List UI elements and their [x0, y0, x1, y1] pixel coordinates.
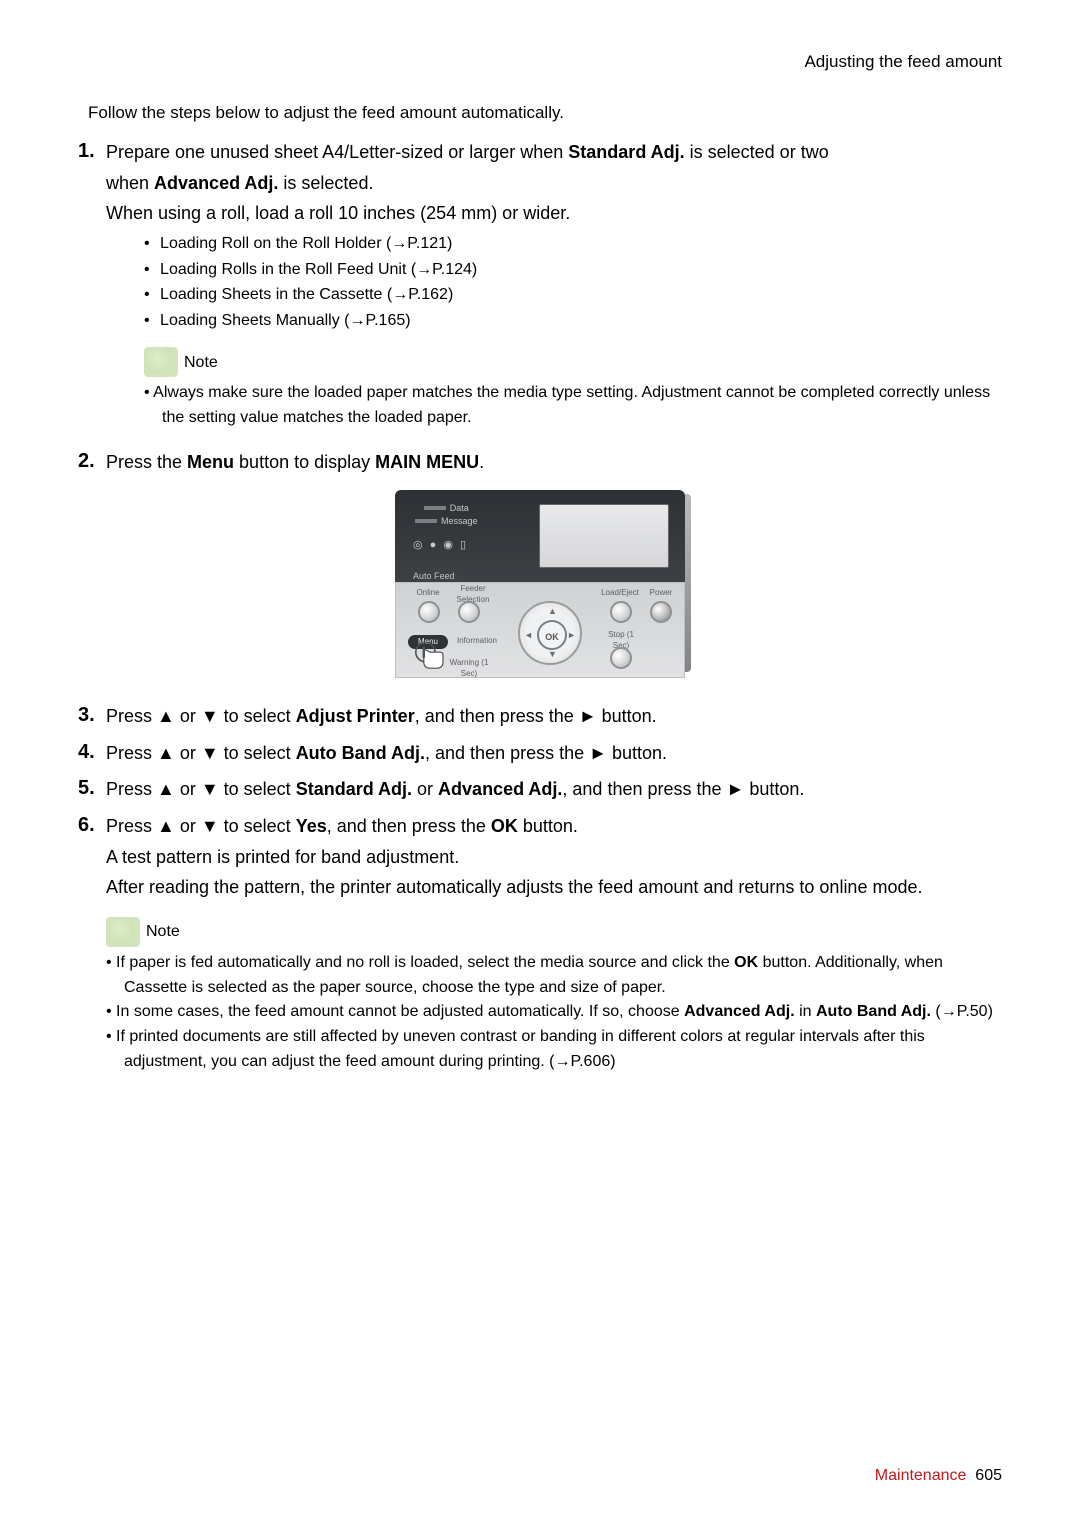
text: If paper is fed automatically and no rol… — [116, 954, 734, 971]
text: button to display — [234, 452, 375, 472]
control-panel: Data Message ◎ ● ◉ ▯ Auto Feed Online Fe… — [395, 490, 685, 678]
bold-text: Standard Adj. — [568, 142, 684, 162]
footer-page: 605 — [975, 1467, 1002, 1484]
feeder-button — [458, 601, 480, 623]
indicator-labels: Data Message — [415, 502, 478, 528]
panel-bottom: Online Feeder Selection Load/Eject Power… — [395, 582, 685, 678]
step-number: 5. — [78, 774, 106, 805]
step-3: 3. Press ▲ or ▼ to select Adjust Printer… — [78, 701, 1002, 732]
bold-text: Yes — [296, 816, 327, 836]
online-button — [418, 601, 440, 623]
label-info: Information — [452, 635, 502, 647]
text: Press ▲ or ▼ to select — [106, 743, 296, 763]
text: In some cases, the feed amount cannot be… — [116, 1003, 684, 1020]
text: Press the — [106, 452, 187, 472]
top-icons: ◎ ● ◉ ▯ — [413, 538, 468, 554]
control-panel-figure: Data Message ◎ ● ◉ ▯ Auto Feed Online Fe… — [78, 490, 1002, 686]
text: Prepare one unused sheet A4/Letter-sized… — [106, 142, 568, 162]
bold-text: Advanced Adj. — [154, 173, 278, 193]
bold-text: Advanced Adj. — [684, 1003, 795, 1020]
dpad: ▲ ▼ ◄ ► OK — [518, 601, 582, 665]
arrow-left-icon: ◄ — [524, 629, 533, 642]
bold-text: Advanced Adj. — [438, 779, 562, 799]
note-icon — [144, 347, 178, 377]
step-2: 2. Press the Menu button to display MAIN… — [78, 447, 1002, 478]
label-online: Online — [410, 587, 446, 599]
step-5: 5. Press ▲ or ▼ to select Standard Adj. … — [78, 774, 1002, 805]
step1-bullets: Loading Roll on the Roll Holder (→P.121)… — [144, 231, 1002, 333]
text: Press ▲ or ▼ to select — [106, 779, 296, 799]
text: Press ▲ or ▼ to select — [106, 706, 296, 726]
bold-text: Menu — [187, 452, 234, 472]
note-label: Note — [146, 918, 180, 945]
note-bullet: If paper is fed automatically and no rol… — [106, 951, 1002, 1001]
label-load: Load/Eject — [596, 587, 644, 599]
text: . — [479, 452, 484, 472]
hand-icon — [410, 641, 452, 681]
step1-line2: when Advanced Adj. is selected. — [106, 168, 1002, 199]
step-6: 6. Press ▲ or ▼ to select Yes, and then … — [78, 811, 1002, 1085]
note-1: Note Always make sure the loaded paper m… — [144, 347, 1002, 431]
text: , and then press the ► button. — [425, 743, 667, 763]
panel-edge — [685, 494, 691, 672]
bold-text: Auto Band Adj. — [816, 1003, 931, 1020]
note2-items: If paper is fed automatically and no rol… — [106, 951, 1002, 1075]
label: Message — [441, 516, 478, 526]
note-icon — [106, 917, 140, 947]
step-number: 2. — [78, 447, 106, 478]
note-label: Note — [184, 349, 218, 376]
load-button — [610, 601, 632, 623]
text: (→P.50) — [931, 1003, 993, 1020]
text: is selected. — [278, 173, 373, 193]
text: , and then press the ► button. — [415, 706, 657, 726]
note-bullet: Always make sure the loaded paper matche… — [144, 381, 1002, 431]
intro-text: Follow the steps below to adjust the fee… — [88, 101, 1002, 126]
note-bullet: If printed documents are still affected … — [106, 1025, 1002, 1075]
note1-items: Always make sure the loaded paper matche… — [144, 381, 1002, 431]
text: Press ▲ or ▼ to select — [106, 816, 296, 836]
step1-line1: Prepare one unused sheet A4/Letter-sized… — [106, 137, 1002, 168]
ok-button: OK — [537, 620, 567, 650]
note-bullet: In some cases, the feed amount cannot be… — [106, 1000, 1002, 1025]
bullet: Loading Sheets Manually (→P.165) — [144, 308, 1002, 334]
step-number: 1. — [78, 137, 106, 441]
bold-text: Adjust Printer — [296, 706, 415, 726]
step-number: 3. — [78, 701, 106, 732]
step6-line3: After reading the pattern, the printer a… — [106, 872, 1002, 903]
step-1: 1. Prepare one unused sheet A4/Letter-si… — [78, 137, 1002, 441]
bold-text: OK — [734, 954, 758, 971]
bullet: Loading Rolls in the Roll Feed Unit (→P.… — [144, 257, 1002, 283]
label: Data — [450, 503, 469, 513]
bold-text: OK — [491, 816, 518, 836]
step-number: 4. — [78, 738, 106, 769]
text: , and then press the — [327, 816, 491, 836]
bullet: Loading Roll on the Roll Holder (→P.121) — [144, 231, 1002, 257]
bold-text: MAIN MENU — [375, 452, 479, 472]
text: when — [106, 173, 154, 193]
bold-text: Auto Band Adj. — [296, 743, 425, 763]
text: button. — [518, 816, 578, 836]
footer-section: Maintenance — [875, 1467, 967, 1484]
label-power: Power — [646, 587, 676, 599]
text: , and then press the ► button. — [562, 779, 804, 799]
note-2: Note If paper is fed automatically and n… — [106, 917, 1002, 1075]
bullet: Loading Sheets in the Cassette (→P.162) — [144, 282, 1002, 308]
bold-text: Standard Adj. — [296, 779, 412, 799]
step6-line2: A test pattern is printed for band adjus… — [106, 842, 1002, 873]
text: is selected or two — [685, 142, 829, 162]
power-button — [650, 601, 672, 623]
step-number: 6. — [78, 811, 106, 1085]
text: or — [412, 779, 438, 799]
lcd-screen — [539, 504, 669, 568]
step1-line3: When using a roll, load a roll 10 inches… — [106, 198, 1002, 229]
page-header: Adjusting the feed amount — [78, 50, 1002, 75]
arrow-up-icon: ▲ — [548, 605, 557, 618]
text: in — [795, 1003, 816, 1020]
step-4: 4. Press ▲ or ▼ to select Auto Band Adj.… — [78, 738, 1002, 769]
page-footer: Maintenance 605 — [875, 1464, 1002, 1487]
arrow-right-icon: ► — [567, 629, 576, 642]
stop-button — [610, 647, 632, 669]
